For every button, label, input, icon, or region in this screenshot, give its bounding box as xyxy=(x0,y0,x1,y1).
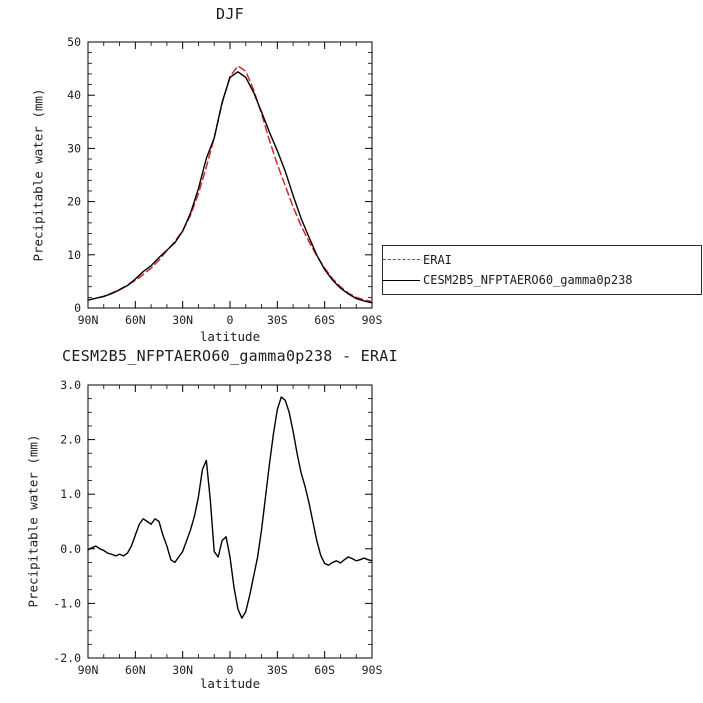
x-tick-label: 30N xyxy=(172,663,193,677)
x-tick-label: 0 xyxy=(227,313,234,327)
y-tick-label: 50 xyxy=(67,35,81,49)
x-tick-label: 0 xyxy=(227,663,234,677)
x-tick-label: 30S xyxy=(267,313,288,327)
y-tick-label: 2.0 xyxy=(60,433,81,447)
x-tick-label: 90N xyxy=(78,313,99,327)
top-x-axis-title: latitude xyxy=(199,329,261,344)
y-tick-label: -1.0 xyxy=(53,596,81,610)
y-tick-label: 3.0 xyxy=(60,378,81,392)
series-line-erai xyxy=(87,65,373,303)
legend-item-erai: ERAI xyxy=(383,250,701,269)
y-tick-label: 0 xyxy=(74,301,81,315)
y-tick-label: 10 xyxy=(67,248,81,262)
plot-frame xyxy=(87,384,373,659)
x-tick-label: 60S xyxy=(314,663,335,677)
y-tick-label: -2.0 xyxy=(53,651,81,665)
diff-chart-title: CESM2B5_NFPTAERO60_gamma0p238 - ERAI xyxy=(62,347,398,365)
top-chart-title: DJF xyxy=(216,5,244,23)
x-tick-label: 30N xyxy=(172,313,193,327)
y-tick-label: 30 xyxy=(67,141,81,155)
legend-label-erai: ERAI xyxy=(423,252,452,267)
cesm-line-swatch xyxy=(383,279,420,281)
y-tick-label: 1.0 xyxy=(60,487,81,501)
series-line-cesm2b5-nfptaero60-gamma0p238-erai xyxy=(87,396,373,619)
x-tick-label: 90S xyxy=(362,663,383,677)
top-y-axis-title: Precipitable water (mm) xyxy=(30,88,46,262)
y-tick-label: 40 xyxy=(67,88,81,102)
x-tick-label: 60N xyxy=(125,313,146,327)
y-tick-label: 20 xyxy=(67,195,81,209)
diff-y-axis-title: Precipitable water (mm) xyxy=(25,434,41,608)
x-tick-label: 90N xyxy=(78,663,99,677)
legend-item-cesm: CESM2B5_NFPTAERO60_gamma0p238 xyxy=(383,271,701,290)
x-tick-label: 60S xyxy=(314,313,335,327)
series-line-cesm2b5-nfptaero60-gamma0p238 xyxy=(87,71,373,304)
legend: ERAI CESM2B5_NFPTAERO60_gamma0p238 xyxy=(382,245,702,295)
legend-label-cesm: CESM2B5_NFPTAERO60_gamma0p238 xyxy=(423,273,633,288)
x-tick-label: 90S xyxy=(362,313,383,327)
diff-x-axis-title: latitude xyxy=(199,676,261,691)
x-tick-label: 30S xyxy=(267,663,288,677)
y-tick-label: 0.0 xyxy=(60,542,81,556)
x-tick-label: 60N xyxy=(125,663,146,677)
erai-line-swatch xyxy=(383,259,420,261)
plot-frame xyxy=(87,41,373,309)
